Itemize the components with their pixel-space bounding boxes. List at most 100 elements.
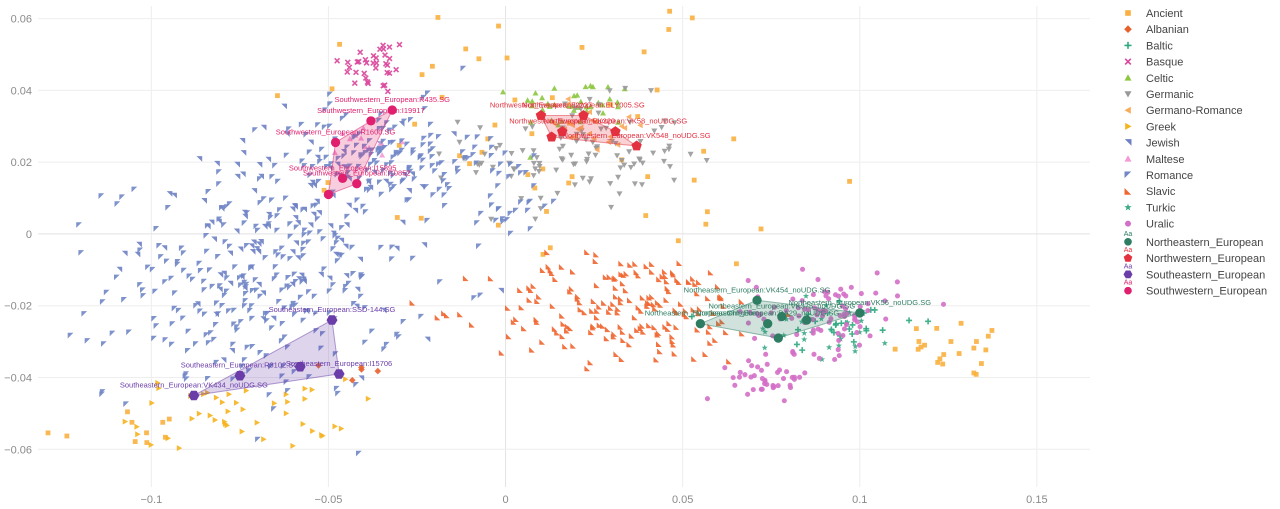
data-point [716,320,722,327]
data-point [761,344,768,351]
legend-item-northeastern_european[interactable]: Aa Northeastern_European [1124,231,1264,249]
data-point [371,158,378,164]
data-point [334,161,341,168]
data-point [758,367,765,373]
point-label: Southeastern_European:R3102.SG [181,361,300,370]
data-point [852,343,859,350]
data-point [343,222,350,228]
data-point [205,189,212,195]
legend-marker [1124,58,1132,65]
data-point [600,110,606,116]
legend-item-romance[interactable]: Romance [1124,170,1194,182]
data-point [224,275,230,282]
legend-item-maltese[interactable]: Maltese [1124,154,1185,166]
data-point [203,332,210,338]
legend-item-jewish[interactable]: Jewish [1124,138,1180,150]
data-point [658,125,665,131]
legend-text-icon: Aa [1124,231,1133,238]
data-point [378,244,385,251]
data-point [318,271,324,278]
data-point [298,121,305,128]
data-point [225,408,231,415]
data-point [643,213,649,218]
data-point [153,226,160,232]
data-point [753,284,759,290]
grid-lines [38,6,1090,487]
data-point [201,198,207,204]
data-point [327,123,333,130]
data-point [333,385,340,392]
legend-item-southwestern_european[interactable]: Aa Southwestern_European [1124,280,1267,298]
data-point [665,146,672,153]
data-point [676,260,683,266]
data-point [283,410,290,417]
legend-item-celtic[interactable]: Celtic [1124,73,1175,85]
data-point [838,286,844,292]
data-point [488,136,494,142]
legend-item-germanic[interactable]: Germanic [1124,89,1195,101]
data-point [282,334,288,341]
legend-item-germano-romance[interactable]: Germano-Romance [1124,105,1243,117]
legend-item-basque[interactable]: Basque [1124,57,1183,69]
data-point [802,370,808,376]
legend-item-greek[interactable]: Greek [1125,121,1176,133]
legend-item-uralic[interactable]: Uralic [1125,219,1175,231]
data-point [168,275,175,282]
data-point [549,95,555,101]
data-point [257,176,263,182]
data-point [140,287,146,294]
data-point [529,346,535,353]
data-point [162,434,168,440]
data-point [587,359,594,366]
data-point [121,297,127,303]
data-point [344,69,351,75]
data-point [267,215,274,221]
data-point [351,80,358,87]
data-point [639,160,646,166]
data-point [274,213,281,219]
point-label: Northwestern_European:VK548_noUDG.SG [563,131,711,140]
data-point [283,391,290,398]
y-tick-label: 0.04 [11,85,32,97]
data-point [701,148,707,154]
data-point [409,299,416,306]
legend-item-slavic[interactable]: Slavic [1124,186,1176,198]
data-point [613,351,620,357]
data-point [216,181,222,187]
legend-item-ancient[interactable]: Ancient [1125,8,1183,20]
data-point [495,206,502,213]
x-tick-label: −0.05 [315,494,343,506]
data-point [378,148,384,155]
data-point [619,280,626,287]
data-point [525,207,531,214]
legend-item-turkic[interactable]: Turkic [1124,202,1176,214]
legend-item-northwestern_european[interactable]: Aa Northwestern_European [1123,247,1266,265]
data-point [570,107,577,113]
data-point [670,341,677,348]
data-point [338,237,345,244]
data-point [826,344,833,351]
data-point [377,140,384,146]
legend-item-southeastern_european[interactable]: Aa Southeastern_European [1123,263,1266,281]
data-point [838,320,845,327]
data-point [592,152,599,159]
data-point [340,149,347,155]
data-point [750,387,756,393]
data-point [513,316,519,322]
data-point [420,94,427,101]
data-point [546,103,553,109]
data-point [213,394,220,401]
data-point [149,400,155,406]
data-point [465,155,472,162]
data-point [843,293,849,299]
legend-item-albanian[interactable]: Albanian [1124,24,1189,36]
data-point [242,303,248,309]
legend-item-baltic[interactable]: Baltic [1124,40,1174,52]
legend-label: Northwestern_European [1146,253,1265,265]
data-point [571,92,577,99]
data-point [553,167,560,173]
data-point [635,272,642,279]
data-point [632,260,638,267]
data-point [710,310,717,316]
